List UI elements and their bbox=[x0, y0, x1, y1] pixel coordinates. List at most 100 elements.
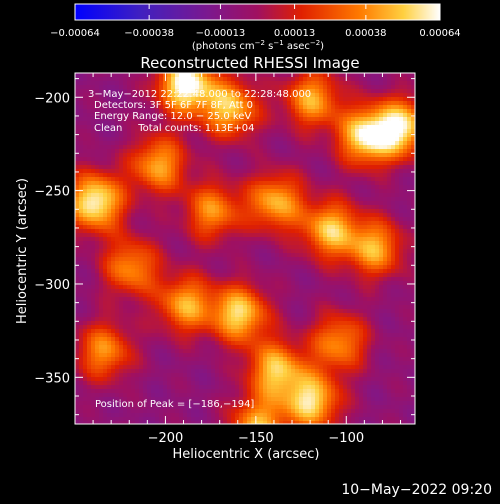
heatmap-cell bbox=[291, 249, 295, 253]
heatmap-cell bbox=[363, 181, 367, 185]
heatmap-cell bbox=[179, 157, 183, 161]
heatmap-cell bbox=[255, 133, 259, 137]
heatmap-cell bbox=[307, 145, 311, 149]
heatmap-cell bbox=[223, 261, 227, 265]
heatmap-cell bbox=[211, 153, 215, 157]
heatmap-cell bbox=[155, 137, 159, 141]
heatmap-cell bbox=[339, 125, 343, 129]
heatmap-cell bbox=[311, 273, 315, 277]
heatmap-cell bbox=[163, 137, 167, 141]
heatmap-cell bbox=[195, 165, 199, 169]
heatmap-cell bbox=[187, 241, 191, 245]
heatmap-cell bbox=[287, 293, 291, 297]
heatmap-cell bbox=[375, 77, 379, 81]
heatmap-cell bbox=[131, 197, 135, 201]
heatmap-cell bbox=[227, 141, 231, 145]
heatmap-cell bbox=[83, 133, 87, 137]
heatmap-cell bbox=[127, 189, 131, 193]
heatmap-cell bbox=[307, 289, 311, 293]
heatmap-cell bbox=[275, 201, 279, 205]
heatmap-cell bbox=[315, 77, 319, 81]
heatmap-cell bbox=[215, 285, 219, 289]
heatmap-cell bbox=[411, 285, 415, 289]
heatmap-cell bbox=[159, 173, 163, 177]
heatmap-cell bbox=[235, 301, 239, 305]
heatmap-cell bbox=[227, 289, 231, 293]
heatmap-cell bbox=[75, 121, 79, 125]
heatmap-cell bbox=[283, 213, 287, 217]
heatmap-cell bbox=[347, 181, 351, 185]
heatmap-cell bbox=[363, 193, 367, 197]
heatmap-cell bbox=[143, 169, 147, 173]
heatmap-cell bbox=[363, 241, 367, 245]
heatmap-cell bbox=[99, 237, 103, 241]
heatmap-cell bbox=[179, 245, 183, 249]
heatmap-cell bbox=[275, 277, 279, 281]
heatmap-cell bbox=[315, 125, 319, 129]
heatmap-cell bbox=[363, 161, 367, 165]
heatmap-cell bbox=[255, 129, 259, 133]
heatmap-cell bbox=[347, 165, 351, 169]
heatmap-cell bbox=[175, 301, 179, 305]
heatmap-cell bbox=[115, 177, 119, 181]
heatmap-cell bbox=[287, 101, 291, 105]
heatmap-cell bbox=[295, 173, 299, 177]
heatmap-cell bbox=[219, 273, 223, 277]
heatmap-cell bbox=[375, 221, 379, 225]
heatmap-cell bbox=[99, 205, 103, 209]
heatmap-cell bbox=[323, 289, 327, 293]
heatmap-cell bbox=[339, 157, 343, 161]
heatmap-cell bbox=[87, 73, 91, 77]
heatmap-cell bbox=[203, 241, 207, 245]
heatmap-cell bbox=[195, 137, 199, 141]
heatmap-cell bbox=[151, 285, 155, 289]
heatmap-cell bbox=[219, 301, 223, 305]
heatmap-cell bbox=[311, 73, 315, 77]
heatmap-cell bbox=[399, 125, 403, 129]
heatmap-cell bbox=[275, 285, 279, 289]
heatmap-cell bbox=[199, 177, 203, 181]
heatmap-cell bbox=[171, 297, 175, 301]
heatmap-cell bbox=[95, 269, 99, 273]
heatmap-cell bbox=[99, 249, 103, 253]
heatmap-cell bbox=[383, 89, 387, 93]
heatmap-cell bbox=[263, 105, 267, 109]
heatmap-cell bbox=[267, 149, 271, 153]
heatmap-cell bbox=[107, 213, 111, 217]
heatmap-cell bbox=[299, 197, 303, 201]
heatmap-cell bbox=[215, 205, 219, 209]
heatmap-cell bbox=[123, 293, 127, 297]
heatmap-cell bbox=[155, 205, 159, 209]
heatmap-cell bbox=[175, 161, 179, 165]
heatmap-cell bbox=[375, 93, 379, 97]
heatmap-cell bbox=[87, 221, 91, 225]
heatmap-cell bbox=[323, 157, 327, 161]
heatmap-cell bbox=[147, 81, 151, 85]
heatmap-cell bbox=[367, 137, 371, 141]
heatmap-cell bbox=[299, 205, 303, 209]
heatmap-cell bbox=[307, 249, 311, 253]
heatmap-cell bbox=[143, 181, 147, 185]
heatmap-cell bbox=[219, 141, 223, 145]
heatmap-cell bbox=[283, 105, 287, 109]
heatmap-cell bbox=[347, 245, 351, 249]
heatmap-cell bbox=[75, 185, 79, 189]
heatmap-cell bbox=[199, 297, 203, 301]
heatmap-cell bbox=[231, 285, 235, 289]
heatmap-cell bbox=[199, 77, 203, 81]
heatmap-cell bbox=[279, 213, 283, 217]
heatmap-cell bbox=[75, 177, 79, 181]
heatmap-cell bbox=[259, 121, 263, 125]
heatmap-cell bbox=[363, 101, 367, 105]
heatmap-cell bbox=[307, 257, 311, 261]
heatmap-cell bbox=[399, 237, 403, 241]
heatmap-cell bbox=[315, 281, 319, 285]
heatmap-cell bbox=[239, 185, 243, 189]
heatmap-cell bbox=[263, 253, 267, 257]
heatmap-cell bbox=[251, 221, 255, 225]
heatmap-cell bbox=[171, 269, 175, 273]
heatmap-cell bbox=[287, 237, 291, 241]
heatmap-cell bbox=[323, 229, 327, 233]
heatmap-cell bbox=[291, 217, 295, 221]
heatmap-cell bbox=[227, 181, 231, 185]
